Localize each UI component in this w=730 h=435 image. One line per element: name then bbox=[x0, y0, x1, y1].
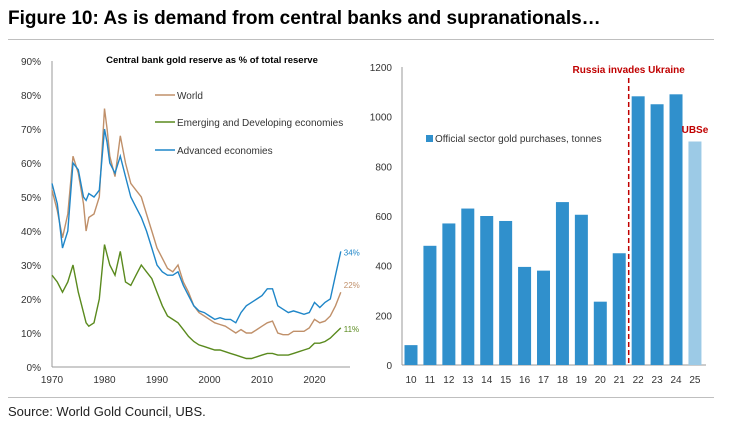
y-tick-label: 80% bbox=[21, 91, 41, 102]
bar-23 bbox=[650, 104, 664, 365]
end-value-label: 11% bbox=[344, 325, 359, 334]
x-tick-label: 10 bbox=[405, 375, 417, 386]
bar-13 bbox=[461, 208, 475, 365]
y-tick-label: 200 bbox=[375, 311, 392, 322]
figure-title: Figure 10: As is demand from central ban… bbox=[8, 8, 601, 29]
x-tick-label: 20 bbox=[595, 375, 607, 386]
bar-10 bbox=[404, 345, 418, 365]
bar-12 bbox=[442, 223, 456, 365]
legend-label: Advanced economies bbox=[177, 146, 273, 157]
legend-label: World bbox=[177, 91, 203, 102]
footer-divider bbox=[8, 397, 714, 398]
y-tick-label: 10% bbox=[21, 329, 41, 340]
x-tick-label: 18 bbox=[557, 375, 569, 386]
bar-20 bbox=[593, 301, 607, 365]
end-value-label: 34% bbox=[344, 248, 360, 257]
x-tick-label: 14 bbox=[481, 375, 493, 386]
x-tick-label: 12 bbox=[443, 375, 455, 386]
bar-15 bbox=[499, 220, 513, 365]
y-tick-label: 40% bbox=[21, 227, 41, 238]
legend-label: Official sector gold purchases, tonnes bbox=[435, 134, 602, 145]
source-note: Source: World Gold Council, UBS. bbox=[8, 404, 206, 419]
legend-swatch bbox=[426, 135, 433, 142]
x-tick-label: 2000 bbox=[198, 375, 221, 386]
y-tick-label: 0 bbox=[386, 361, 392, 372]
bar-17 bbox=[537, 270, 551, 365]
x-tick-label: 22 bbox=[633, 375, 645, 386]
x-tick-label: 1990 bbox=[146, 375, 169, 386]
event-annotation: Russia invades Ukraine bbox=[573, 65, 686, 76]
bar-24 bbox=[669, 94, 683, 366]
y-tick-label: 400 bbox=[375, 262, 392, 273]
y-tick-label: 600 bbox=[375, 212, 392, 223]
series-line-world bbox=[51, 108, 342, 336]
x-tick-label: 1970 bbox=[41, 375, 64, 386]
x-tick-label: 21 bbox=[614, 375, 626, 386]
bar-25 bbox=[688, 141, 702, 365]
y-tick-label: 20% bbox=[21, 295, 41, 306]
x-tick-label: 15 bbox=[500, 375, 512, 386]
bar-16 bbox=[518, 266, 532, 365]
y-tick-label: 0% bbox=[27, 363, 42, 374]
y-tick-label: 1200 bbox=[370, 63, 393, 74]
y-tick-label: 90% bbox=[21, 57, 41, 68]
y-tick-label: 60% bbox=[21, 159, 41, 170]
legend-label: Emerging and Developing economies bbox=[177, 118, 343, 129]
x-tick-label: 24 bbox=[670, 375, 682, 386]
series-line-em bbox=[51, 244, 342, 360]
bar-19 bbox=[574, 214, 588, 365]
x-tick-label: 11 bbox=[425, 375, 436, 386]
x-tick-label: 17 bbox=[538, 375, 550, 386]
bar-14 bbox=[480, 216, 494, 365]
y-tick-label: 1000 bbox=[370, 113, 393, 124]
title-divider bbox=[8, 39, 714, 40]
x-tick-label: 23 bbox=[652, 375, 664, 386]
x-tick-label: 13 bbox=[462, 375, 474, 386]
y-tick-label: 30% bbox=[21, 261, 41, 272]
y-tick-label: 50% bbox=[21, 193, 41, 204]
x-tick-label: 1980 bbox=[93, 375, 116, 386]
estimate-annotation: UBSe bbox=[682, 125, 709, 136]
x-tick-label: 2020 bbox=[303, 375, 326, 386]
bar-18 bbox=[555, 202, 569, 365]
bar-11 bbox=[423, 245, 437, 365]
x-tick-label: 16 bbox=[519, 375, 531, 386]
series-line-advanced bbox=[51, 128, 342, 324]
y-tick-label: 800 bbox=[375, 162, 392, 173]
bar-22 bbox=[631, 96, 645, 365]
x-tick-label: 25 bbox=[689, 375, 701, 386]
chart-title: Central bank gold reserve as % of total … bbox=[106, 55, 318, 66]
y-tick-label: 70% bbox=[21, 125, 41, 136]
x-tick-label: 19 bbox=[576, 375, 588, 386]
bar-21 bbox=[612, 253, 626, 365]
end-value-label: 22% bbox=[344, 281, 360, 290]
x-tick-label: 2010 bbox=[251, 375, 274, 386]
